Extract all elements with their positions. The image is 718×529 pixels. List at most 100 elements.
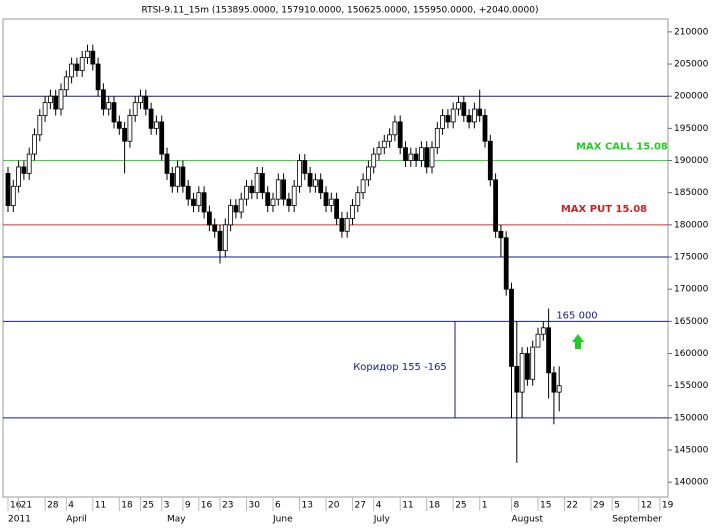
x-tick-label: 3 xyxy=(164,501,170,511)
candle-body xyxy=(233,205,239,213)
candle-body xyxy=(85,50,90,59)
up-arrow xyxy=(572,334,584,349)
candle-body xyxy=(5,173,11,206)
candle-body xyxy=(297,160,302,187)
annotation: Коридор 155 -165 xyxy=(353,362,447,373)
candle-body xyxy=(328,198,334,206)
candle-body xyxy=(471,108,477,123)
candle-body xyxy=(101,89,106,110)
y-tick-label: 140000 xyxy=(674,478,709,488)
candle-body xyxy=(540,327,546,335)
candle-body xyxy=(37,115,43,136)
x-tick-label: 1 xyxy=(482,501,488,511)
x-tick-label: 16 xyxy=(10,501,22,511)
candle-body xyxy=(222,224,228,252)
candle-body xyxy=(381,140,387,149)
y-tick-label: 155000 xyxy=(674,381,709,391)
candle-body xyxy=(249,185,255,194)
candle-body xyxy=(302,160,308,174)
candle-body xyxy=(175,166,181,187)
y-tick-label: 195000 xyxy=(674,124,709,134)
y-tick-label: 200000 xyxy=(674,92,709,102)
candle-body xyxy=(32,134,37,155)
candle-body xyxy=(456,102,461,110)
candle-body xyxy=(238,198,244,213)
y-tick-label: 165000 xyxy=(674,317,709,327)
candle-body xyxy=(90,50,96,65)
x-tick-label: 6 xyxy=(275,501,281,511)
candle-body xyxy=(387,134,393,142)
candle-body xyxy=(461,102,467,116)
y-tick-label: 145000 xyxy=(674,446,709,456)
candle-body xyxy=(392,121,398,136)
candle-body xyxy=(21,166,27,174)
candle-body xyxy=(53,95,59,110)
candle-body xyxy=(270,198,276,206)
candle-body xyxy=(10,185,16,206)
chart-title: RTSI-9.11_15m (153895.0000, 157910.0000,… xyxy=(142,6,539,16)
candle-body xyxy=(265,192,271,206)
candle-body xyxy=(344,218,350,232)
x-tick-label: 9 xyxy=(185,501,191,511)
candle-body xyxy=(201,192,207,213)
candle-body xyxy=(551,372,557,393)
x-tick-label: 25 xyxy=(143,501,154,511)
candle-body xyxy=(79,57,85,71)
month-label: May xyxy=(167,515,186,525)
x-tick-label: 16 xyxy=(201,501,213,511)
candle-body xyxy=(525,353,530,380)
x-tick-label: 18 xyxy=(121,501,133,511)
month-label: August xyxy=(512,515,544,525)
candle-body xyxy=(434,127,440,149)
candle-body xyxy=(466,115,472,123)
x-tick-label: 21 xyxy=(21,501,32,511)
candle-body xyxy=(116,121,122,129)
plot-frame xyxy=(2,18,669,498)
candle-body xyxy=(196,192,202,206)
x-tick-label: 22 xyxy=(567,501,578,511)
candle-body xyxy=(74,63,80,71)
candle-body xyxy=(413,153,419,161)
x-tick-label: 28 xyxy=(47,501,59,511)
candle-body xyxy=(514,366,520,393)
candle-body xyxy=(498,230,504,239)
candle-body xyxy=(445,115,451,123)
candle-body xyxy=(153,121,159,129)
x-tick-label: 5 xyxy=(614,501,620,511)
candle-body xyxy=(259,173,265,194)
candle-body xyxy=(286,198,292,206)
x-tick-label: 11 xyxy=(95,501,106,511)
candle-body xyxy=(169,173,175,187)
x-tick-label: 29 xyxy=(593,501,605,511)
candle-body xyxy=(180,166,186,187)
candle-body xyxy=(159,121,165,155)
candle-body xyxy=(132,102,138,116)
candle-body xyxy=(509,288,514,367)
candle-body xyxy=(281,179,287,200)
candle-body xyxy=(164,153,170,174)
candle-body xyxy=(503,237,509,290)
candle-body xyxy=(482,115,488,142)
candle-body xyxy=(440,115,446,129)
candle-body xyxy=(63,76,69,91)
candle-body xyxy=(185,185,191,200)
y-tick-label: 150000 xyxy=(674,413,709,423)
candle-body xyxy=(217,230,223,252)
y-tick-label: 185000 xyxy=(674,188,709,198)
x-tick-label: 4 xyxy=(68,501,74,511)
candle-body xyxy=(244,185,249,200)
x-tick-label: 15 xyxy=(540,501,551,511)
y-tick-label: 180000 xyxy=(674,220,709,230)
candle-body xyxy=(408,153,414,161)
candle-body xyxy=(424,147,430,168)
candle-body xyxy=(106,102,112,110)
candle-body xyxy=(535,333,541,348)
x-tick-label: 18 xyxy=(429,501,441,511)
y-tick-label: 210000 xyxy=(674,27,709,37)
month-label: 2011 xyxy=(8,515,31,525)
x-tick-label: 30 xyxy=(249,501,261,511)
candle-body xyxy=(397,121,403,149)
y-tick-label: 160000 xyxy=(674,349,709,359)
